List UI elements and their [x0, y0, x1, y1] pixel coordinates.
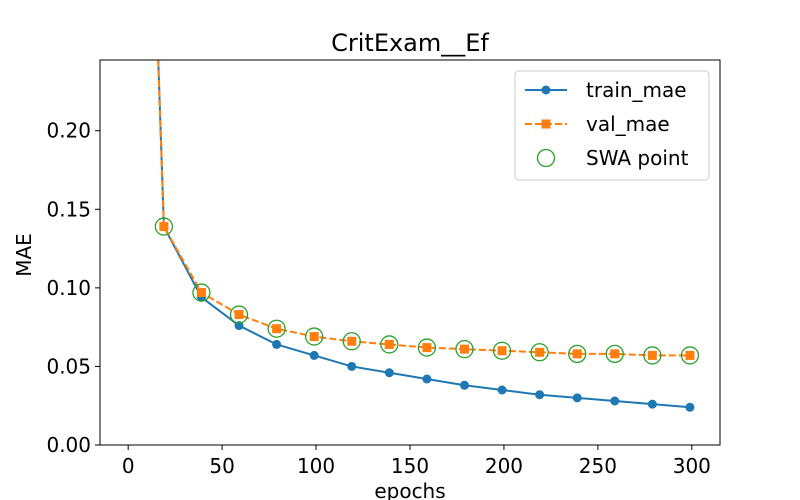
- legend-marker-train-mae: [541, 85, 551, 95]
- data-point-swa-point: [417, 338, 437, 357]
- data-point-train-mae: [647, 399, 657, 409]
- data-point-train-mae: [384, 368, 394, 378]
- series-line-val-mae: [157, 60, 690, 357]
- chart-title: CritExam__Ef: [331, 29, 489, 57]
- legend-entry-train-mae: train_mae: [525, 78, 687, 102]
- data-point-val-mae: [384, 339, 394, 349]
- data-point-val-mae: [422, 343, 432, 353]
- data-point-val-mae: [497, 346, 507, 356]
- x-tick-label: 200: [485, 454, 523, 478]
- data-point-val-mae: [685, 350, 695, 360]
- data-point-train-mae: [347, 361, 357, 371]
- data-point-swa-point: [568, 344, 587, 364]
- plot-area: [154, 60, 700, 412]
- legend-marker-val-mae: [541, 119, 551, 129]
- x-tick-label: 150: [391, 454, 429, 478]
- x-tick-label: 100: [297, 454, 335, 478]
- data-point-train-mae: [535, 390, 545, 400]
- data-point-swa-point: [492, 341, 512, 360]
- data-point-swa-point: [342, 332, 361, 351]
- y-axis-label: MAE: [12, 233, 36, 277]
- data-point-train-mae: [309, 350, 319, 360]
- x-tick-label: 50: [209, 454, 234, 478]
- data-point-swa-point: [680, 346, 700, 365]
- y-tick-label: 0.15: [46, 197, 91, 221]
- legend-marker-swa-point: [536, 148, 556, 168]
- data-point-val-mae: [459, 344, 469, 354]
- data-point-val-mae: [610, 349, 620, 359]
- legend-label-train-mae: train_mae: [586, 78, 687, 102]
- data-point-train-mae: [572, 393, 582, 403]
- x-axis-label: epochs: [374, 479, 445, 500]
- y-tick-label: 0.10: [46, 276, 91, 300]
- data-point-train-mae: [497, 385, 507, 395]
- data-point-val-mae: [309, 332, 319, 342]
- data-point-train-mae: [685, 402, 695, 412]
- legend: train_mae val_mae SWA point: [514, 70, 710, 181]
- data-point-train-mae: [459, 380, 469, 390]
- data-point-val-mae: [234, 310, 244, 320]
- series-line-train-mae: [157, 60, 691, 409]
- data-point-train-mae: [422, 374, 432, 384]
- data-point-val-mae: [647, 350, 657, 360]
- data-point-swa-point: [643, 346, 662, 365]
- data-point-val-mae: [159, 222, 169, 232]
- data-point-val-mae: [272, 324, 282, 334]
- data-point-val-mae: [572, 349, 582, 359]
- x-tick-label: 300: [673, 454, 711, 478]
- legend-label-val-mae: val_mae: [586, 112, 670, 136]
- data-point-train-mae: [610, 396, 620, 406]
- data-point-swa-point: [229, 305, 249, 324]
- legend-box: [514, 70, 710, 181]
- data-point-swa-point: [380, 335, 399, 354]
- legend-label-swa-point: SWA point: [586, 146, 689, 170]
- y-tick-label: 0.05: [46, 354, 91, 378]
- legend-entry-swa-point: SWA point: [536, 146, 689, 170]
- series-swa-point: [154, 217, 700, 365]
- x-tick-label: 250: [579, 454, 617, 478]
- data-point-val-mae: [196, 288, 206, 298]
- data-point-swa-point: [305, 327, 324, 346]
- data-point-swa-point: [530, 343, 549, 362]
- series-val-mae: [157, 60, 695, 360]
- data-point-val-mae: [347, 336, 357, 346]
- data-point-swa-point: [605, 344, 624, 364]
- data-point-val-mae: [535, 347, 545, 357]
- x-axis: 0 50 100 150 200 250 300: [122, 445, 711, 478]
- data-point-swa-point: [154, 217, 174, 236]
- data-point-swa-point: [455, 339, 474, 359]
- y-tick-label: 0.20: [46, 119, 91, 143]
- data-point-swa-point: [192, 283, 211, 302]
- x-tick-label: 0: [122, 454, 135, 478]
- y-tick-label: 0.00: [46, 433, 91, 457]
- legend-entry-val-mae: val_mae: [525, 112, 670, 136]
- data-point-swa-point: [267, 319, 286, 338]
- y-axis: 0.00 0.05 0.10 0.15 0.20: [46, 119, 100, 457]
- data-point-train-mae: [272, 339, 282, 349]
